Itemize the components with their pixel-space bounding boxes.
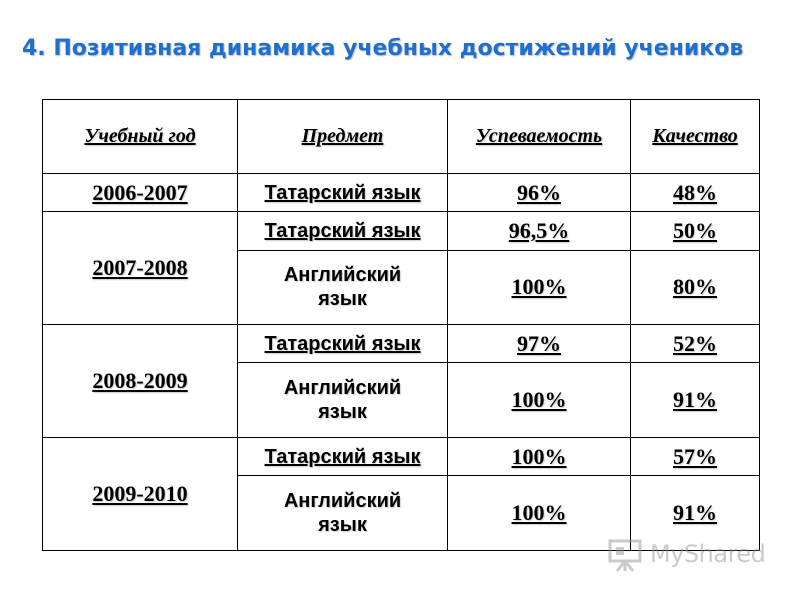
progress-cell: 96%: [447, 172, 631, 213]
subject-text: Английский язык: [283, 377, 402, 424]
quality-cell: 91%: [630, 475, 760, 551]
page-title: 4. Позитивная динамика учебных достижени…: [22, 36, 744, 61]
table-row: Английский язык 100% 91%: [43, 475, 760, 551]
table-row: Английский язык 100% 80%: [43, 249, 760, 326]
quality-cell: 48%: [630, 172, 760, 213]
header-subject: Предмет: [237, 99, 448, 174]
progress-cell: 100%: [447, 249, 631, 326]
subject-text: Английский язык: [283, 264, 402, 311]
progress-cell: 100%: [447, 475, 631, 551]
subject-cell: Английский язык: [237, 249, 448, 326]
year-cell: 2006-2007: [42, 172, 238, 213]
quality-cell: 52%: [630, 324, 760, 364]
year-cell: 2008-2009: [42, 324, 238, 439]
progress-cell: 96,5%: [447, 211, 631, 251]
table-row: 2009-2010 Татарский язык 100% 57%: [42, 437, 760, 551]
year-cell: 2009-2010: [42, 437, 238, 551]
table-row: 2007-2008 Татарский язык 96,5% 50%: [42, 211, 760, 326]
subject-cell: Татарский язык: [237, 437, 448, 477]
progress-cell: 100%: [447, 362, 631, 439]
quality-cell: 91%: [630, 362, 760, 439]
quality-cell: 50%: [630, 211, 760, 251]
progress-cell: 100%: [447, 437, 631, 477]
header-progress: Успеваемость: [447, 99, 631, 174]
myshared-watermark: MyShared: [608, 536, 768, 574]
table-header-row: Учебный год Предмет Успеваемость Качеств…: [42, 99, 760, 174]
year-cell: 2007-2008: [42, 211, 238, 326]
table-row: Английский язык 100% 91%: [43, 362, 760, 439]
subject-text: Английский язык: [283, 490, 402, 537]
results-table: Учебный год Предмет Успеваемость Качеств…: [42, 99, 760, 551]
subject-cell: Татарский язык: [237, 172, 448, 213]
header-year: Учебный год: [42, 99, 238, 174]
subject-cell: Английский язык: [237, 475, 448, 551]
subject-cell: Татарский язык: [237, 211, 448, 251]
watermark-text: MyShared: [650, 540, 766, 568]
subject-cell: Татарский язык: [237, 324, 448, 364]
table-row: 2006-2007 Татарский язык 96% 48%: [42, 172, 760, 213]
progress-cell: 97%: [447, 324, 631, 364]
table-row: 2008-2009 Татарский язык 97% 52%: [42, 324, 760, 439]
header-quality: Качество: [630, 99, 760, 174]
subject-cell: Английский язык: [237, 362, 448, 439]
presentation-board-icon: [608, 539, 642, 572]
quality-cell: 80%: [630, 249, 760, 326]
quality-cell: 57%: [630, 437, 760, 477]
